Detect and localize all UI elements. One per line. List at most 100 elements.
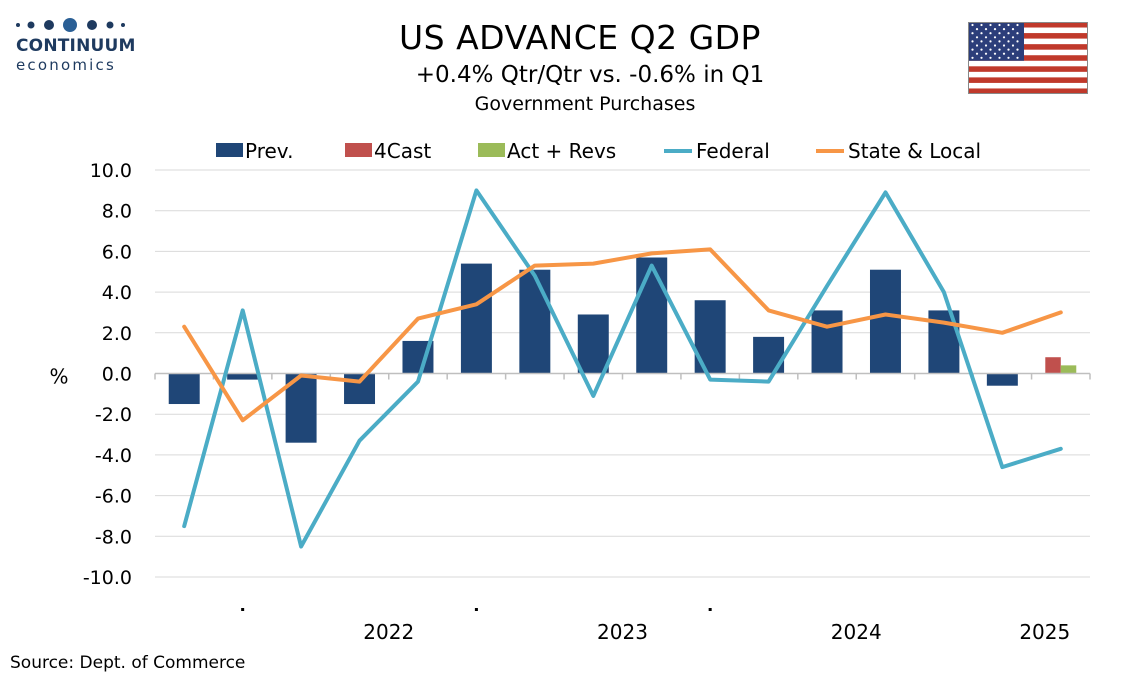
bar-forecast [1045,357,1061,374]
continuum-logo-icon [16,18,125,32]
flag-star [1016,48,1019,51]
flag-stripe [968,66,1088,73]
legend-label: Prev. [245,139,293,163]
y-tick-label: -8.0 [95,526,132,548]
bar-prev [811,310,843,374]
flag-star [980,23,983,27]
flag-star [971,48,974,51]
x-tick-label: 2025 [1019,620,1070,644]
bar-prev [986,373,1018,386]
legend-label: Federal [696,139,770,163]
flag-stripe [968,38,1088,45]
flag-star [984,36,988,39]
x-year-separator [474,608,478,611]
legend-swatch [345,143,372,157]
bar-prev [869,269,901,374]
bar-actual [1060,365,1077,374]
flag-star [998,48,1001,51]
flag-star [1011,36,1015,39]
y-tick-label: -10.0 [83,567,132,589]
chart-title: US ADVANCE Q2 GDP [399,18,761,57]
y-tick-label: -4.0 [95,445,132,467]
flag-star [1002,52,1006,55]
y-tick-label: 4.0 [102,282,132,304]
source-note: Source: Dept. of Commerce [10,653,246,673]
flag-star [1011,28,1015,31]
bar-prev [519,269,551,374]
flag-star [989,23,992,27]
flag-star [980,32,983,35]
flag-star [993,52,997,55]
flag-star [1011,52,1015,55]
flag-star [980,40,983,43]
flag-star [1016,56,1019,59]
legend-swatch [478,143,505,157]
bar-prev [577,314,609,374]
legend-label: 4Cast [374,139,431,163]
y-axis-label: % [49,365,68,389]
y-tick-label: 8.0 [102,201,132,223]
flag-star [971,56,974,59]
flag-star [975,36,979,39]
flag-star [993,28,997,31]
flag-star [1011,44,1015,47]
flag-star [998,23,1001,27]
flag-star [1016,40,1019,43]
flag-stripe [968,88,1088,94]
flag-star [971,32,974,35]
x-tick-label: 2024 [831,620,882,644]
bar-prev [344,373,376,405]
x-year-separator [241,608,245,611]
flag-star [1002,44,1006,47]
flag-star [989,32,992,35]
flag-star [1007,48,1010,51]
bar-prev [168,373,200,405]
flag-star [993,36,997,39]
x-year-separator [708,608,712,611]
flag-star [998,56,1001,59]
flag-stripe [968,55,1088,62]
flag-star [984,52,988,55]
flag-star [998,40,1001,43]
flag-stripe [968,77,1088,84]
bar-prev [460,263,492,374]
y-tick-label: 0.0 [102,364,132,386]
y-tick-label: 6.0 [102,241,132,263]
flag-star [971,23,974,27]
flag-star [989,48,992,51]
line-state-local [182,247,1063,423]
bar-prev [227,373,259,380]
flag-star [980,56,983,59]
chart-subtitle: +0.4% Qtr/Qtr vs. -0.6% in Q1 [415,62,765,88]
flag-star [1007,32,1010,35]
chart-area: 10.0 8.0 6.0 4.0 2.0 0.0 -2.0 -4.0 -6.0 -8.0 -10.0… [49,139,1091,644]
brand-sub: economics [16,56,116,74]
flag-star [984,44,988,47]
flag-star [971,40,974,43]
flag-star [1016,23,1019,27]
flag-star [1007,56,1010,59]
flag-stripe [968,33,1088,39]
y-tick-label: 10.0 [90,160,132,182]
flag-star [980,48,983,51]
flag-star [975,28,979,31]
flag-star [989,40,992,43]
flag-stripe [968,82,1088,89]
flag-star [975,44,979,47]
flag-border [968,22,1088,94]
flag-star [989,56,992,59]
flag-star [998,32,1001,35]
flag-stripe [968,27,1088,34]
flag-star [1007,23,1010,27]
y-tick-label: -6.0 [95,486,132,508]
brand-name: CONTINUUM [16,36,136,56]
legend-label: State & Local [848,139,981,163]
y-tick-label: -2.0 [95,404,132,426]
flag-star [1007,40,1010,43]
bar-prev [753,336,785,374]
flag-stripe [968,49,1088,56]
y-tick-label: 2.0 [102,323,132,345]
flag-star [984,28,988,31]
flag-stripe [968,44,1088,50]
line-federal [182,188,1063,549]
